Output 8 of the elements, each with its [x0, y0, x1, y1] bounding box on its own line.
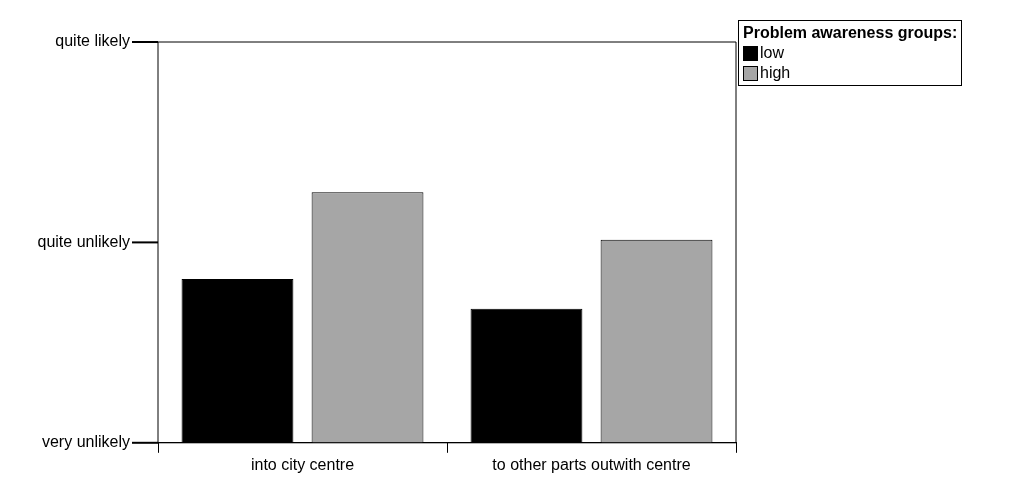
legend-label: high: [760, 63, 791, 83]
x-tick-label: into city centre: [250, 455, 355, 473]
legend-title: Problem awareness groups:: [743, 23, 958, 43]
text: quite likely: [55, 32, 130, 50]
x-tick-label: to other parts outwith centre: [492, 455, 691, 473]
text: very unlikely: [41, 433, 130, 451]
text: quite unlikely: [37, 232, 130, 250]
legend-label: low: [760, 43, 785, 63]
